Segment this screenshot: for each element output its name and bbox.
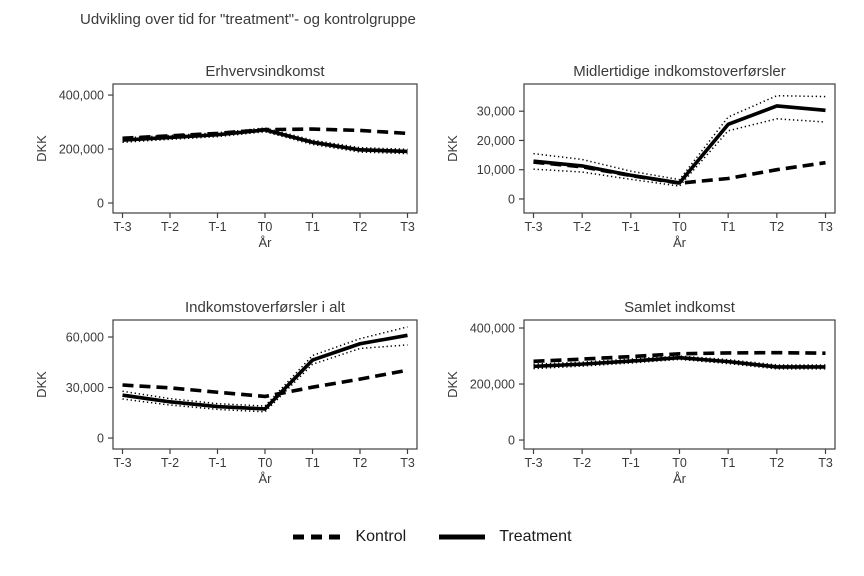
plot-frame: [523, 83, 836, 214]
series-line-treatment: [122, 333, 408, 411]
x-tick-label: T-3: [113, 456, 131, 470]
legend-item-kontrol: Kontrol: [292, 528, 406, 546]
legend: Kontrol Treatment: [0, 523, 864, 551]
y-tick-label: 30,000: [66, 381, 104, 395]
x-axis-label: År: [259, 471, 273, 486]
panel-erhvervsindkomst: Erhvervsindkomst 0 200,000 400,000 T-3 T-2 T-1…: [34, 63, 418, 250]
ci-upper-line-treatment: [122, 326, 408, 407]
x-tick-label: T-2: [161, 456, 179, 470]
x-tick-label: T1: [305, 220, 320, 234]
y-tick-label: 30,000: [477, 105, 515, 119]
treatment-solid-line-swatch: [439, 534, 486, 540]
x-tick-label: T-1: [622, 456, 640, 470]
x-tick-label: T2: [353, 220, 368, 234]
x-tick-label: T0: [258, 220, 273, 234]
x-axis-label: År: [673, 471, 687, 486]
x-tick-label: T0: [672, 456, 687, 470]
x-tick-label: T2: [770, 456, 785, 470]
series-line-treatment: [533, 104, 826, 185]
x-tick-label: T1: [305, 456, 320, 470]
series-line-kontrol: [122, 368, 408, 399]
x-tick-label: T-2: [161, 220, 179, 234]
chart-grid: Erhvervsindkomst 0 200,000 400,000 T-3 T-2 T-1…: [34, 63, 836, 486]
y-tick-label: 0: [508, 192, 515, 206]
x-tick-label: T-2: [573, 456, 591, 470]
legend-label-kontrol: Kontrol: [355, 528, 407, 545]
series-line-treatment: [122, 128, 408, 154]
y-tick-label: 0: [97, 432, 104, 446]
y-tick-label: 200,000: [470, 378, 515, 392]
panel-indkomstoverfoersler-i-alt: Indkomstoverførsler i alt 0 30,000 60,000 T-…: [34, 299, 418, 486]
x-axis-label: År: [673, 235, 687, 250]
y-tick-label: 200,000: [59, 143, 104, 157]
ci-upper-line-treatment: [533, 94, 826, 181]
x-tick-label: T3: [400, 456, 415, 470]
x-tick-label: T1: [721, 220, 736, 234]
x-tick-label: T-3: [524, 220, 542, 234]
x-axis-label: År: [259, 235, 273, 250]
legend-label-treatment: Treatment: [499, 528, 572, 545]
series-line-kontrol: [533, 350, 826, 364]
y-axis-label: DKK: [34, 371, 49, 398]
plot-frame: [523, 319, 836, 450]
panel-title: Erhvervsindkomst: [205, 63, 325, 80]
x-tick-label: T2: [770, 220, 785, 234]
kontrol-dashed-line-swatch: [293, 534, 343, 540]
y-tick-label: 400,000: [470, 322, 515, 336]
x-tick-label: T3: [818, 456, 833, 470]
y-tick-label: 400,000: [59, 89, 104, 103]
x-tick-label: T2: [353, 456, 368, 470]
x-tick-label: T0: [672, 220, 687, 234]
x-tick-label: T-3: [113, 220, 131, 234]
legend-item-treatment: Treatment: [438, 528, 572, 546]
y-axis-label: DKK: [445, 135, 460, 162]
plot-frame: [112, 319, 418, 450]
x-tick-label: T0: [258, 456, 273, 470]
panel-samlet-indkomst: Samlet indkomst 0 200,000 400,000 T-3 T-2 T-1 T…: [445, 299, 836, 486]
figure-title: Udvikling over tid for "treatment"- og k…: [80, 11, 416, 28]
panel-title: Indkomstoverførsler i alt: [185, 299, 346, 316]
y-tick-label: 0: [97, 197, 104, 211]
y-tick-label: 0: [508, 434, 515, 448]
x-tick-label: T-2: [573, 220, 591, 234]
y-tick-label: 10,000: [477, 163, 515, 177]
series-line-kontrol: [533, 160, 826, 185]
ci-lower-line-treatment: [533, 118, 826, 187]
y-axis-label: DKK: [34, 135, 49, 162]
x-tick-label: T3: [818, 220, 833, 234]
y-tick-label: 60,000: [66, 331, 104, 345]
x-tick-label: T1: [721, 456, 736, 470]
x-tick-label: T3: [400, 220, 415, 234]
y-tick-label: 20,000: [477, 134, 515, 148]
x-tick-label: T-1: [208, 456, 226, 470]
series-line-kontrol: [122, 127, 408, 141]
panel-midlertidige-indkomstoverfoersler: Midlertidige indkomstoverførsler 0 10,000 2…: [445, 63, 836, 250]
series-line-treatment: [533, 355, 826, 369]
panel-title: Midlertidige indkomstoverførsler: [573, 63, 786, 80]
y-axis-label: DKK: [445, 371, 460, 398]
panel-title: Samlet indkomst: [624, 299, 736, 316]
x-tick-label: T-3: [524, 456, 542, 470]
x-tick-label: T-1: [622, 220, 640, 234]
x-tick-label: T-1: [208, 220, 226, 234]
